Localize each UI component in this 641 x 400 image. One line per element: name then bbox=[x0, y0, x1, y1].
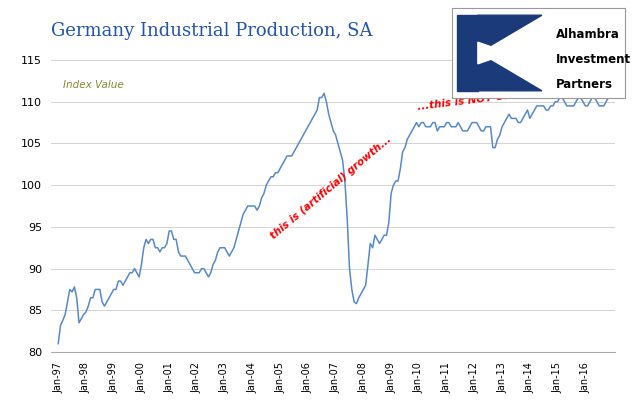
Text: Germany Industrial Production, SA: Germany Industrial Production, SA bbox=[51, 22, 373, 40]
Polygon shape bbox=[478, 42, 509, 64]
Text: Investment: Investment bbox=[556, 53, 631, 66]
Polygon shape bbox=[478, 53, 542, 91]
Text: ...this is NOT even growth: ...this is NOT even growth bbox=[417, 84, 569, 112]
Text: Partners: Partners bbox=[556, 78, 613, 91]
Text: Index Value: Index Value bbox=[63, 80, 123, 90]
Text: this is (artificial) growth...: this is (artificial) growth... bbox=[269, 134, 394, 241]
Text: Alhambra: Alhambra bbox=[556, 28, 620, 41]
Polygon shape bbox=[478, 15, 542, 53]
Bar bbox=[457, 15, 478, 91]
